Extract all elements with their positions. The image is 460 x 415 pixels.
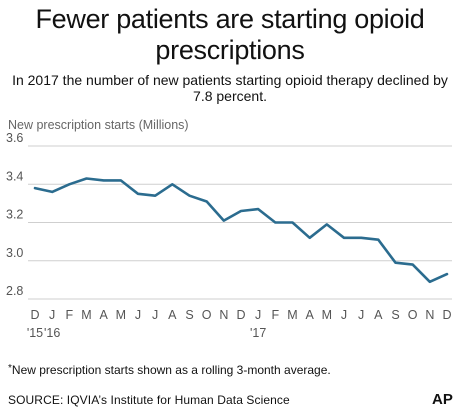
chart-subtitle: In 2017 the number of new patients start…: [0, 72, 460, 104]
chart-title-line-2: prescriptions: [155, 35, 305, 65]
x-tick-label: D: [236, 308, 245, 322]
chart-subtitle-line-2: 7.8 percent.: [193, 88, 267, 104]
x-tick-label: J: [49, 308, 55, 322]
y-tick-labels: 3.6 3.4 3.2 3.0 2.8: [6, 131, 23, 298]
x-tick-label: N: [219, 308, 228, 322]
source-credit: SOURCE: IQVIA’s Institute for Human Data…: [8, 393, 290, 407]
footnote: *New prescription starts shown as a roll…: [8, 363, 331, 377]
x-tick-label: N: [425, 308, 434, 322]
x-tick-label: S: [185, 308, 193, 322]
series-line: [33, 177, 449, 284]
x-tick-label: M: [287, 308, 297, 322]
x-tick-label: M: [322, 308, 332, 322]
footnote-text: New prescription starts shown as a rolli…: [11, 363, 331, 377]
x-tick-label: J: [255, 308, 261, 322]
chart-subtitle-line-1: In 2017 the number of new patients start…: [12, 72, 448, 88]
x-year-label: '16: [44, 326, 60, 340]
x-tick-label: J: [135, 308, 141, 322]
x-tick-label: D: [442, 308, 451, 322]
chart-title-line-1: Fewer patients are starting opioid: [35, 4, 425, 34]
x-tick-label: F: [66, 308, 74, 322]
ap-logo: AP: [432, 391, 453, 407]
y-tick-label: 3.4: [6, 169, 23, 183]
y-axis-label: New prescription starts (Millions): [8, 118, 189, 132]
x-tick-label: J: [358, 308, 364, 322]
ap-logo-text: AP: [432, 391, 453, 407]
x-year-label: '15: [27, 326, 43, 340]
x-year-label: '17: [250, 326, 266, 340]
footnote-asterisk: *: [8, 363, 12, 374]
x-tick-label: F: [272, 308, 280, 322]
y-tick-label: 2.8: [6, 284, 23, 298]
x-tick-label: J: [341, 308, 347, 322]
gridlines: [28, 145, 452, 300]
x-tick-label: S: [391, 308, 399, 322]
y-tick-label: 3.0: [6, 246, 23, 260]
x-tick-label: O: [202, 308, 212, 322]
x-tick-label: M: [116, 308, 126, 322]
x-tick-labels: D J F M A M J J A S O N D J F M A M J J A S O N D'15'16'17: [27, 308, 452, 340]
y-tick-label: 3.2: [6, 208, 23, 222]
chart-title: Fewer patients are starting opioid presc…: [0, 4, 460, 66]
x-tick-label: O: [408, 308, 418, 322]
x-tick-label: J: [152, 308, 158, 322]
series-line-group: [33, 177, 449, 284]
y-tick-label: 3.6: [6, 131, 23, 145]
x-tick-label: A: [374, 308, 383, 322]
x-tick-label: M: [81, 308, 91, 322]
x-tick-label: A: [168, 308, 177, 322]
x-tick-label: A: [305, 308, 314, 322]
x-tick-label: A: [99, 308, 108, 322]
x-tick-label: D: [30, 308, 39, 322]
